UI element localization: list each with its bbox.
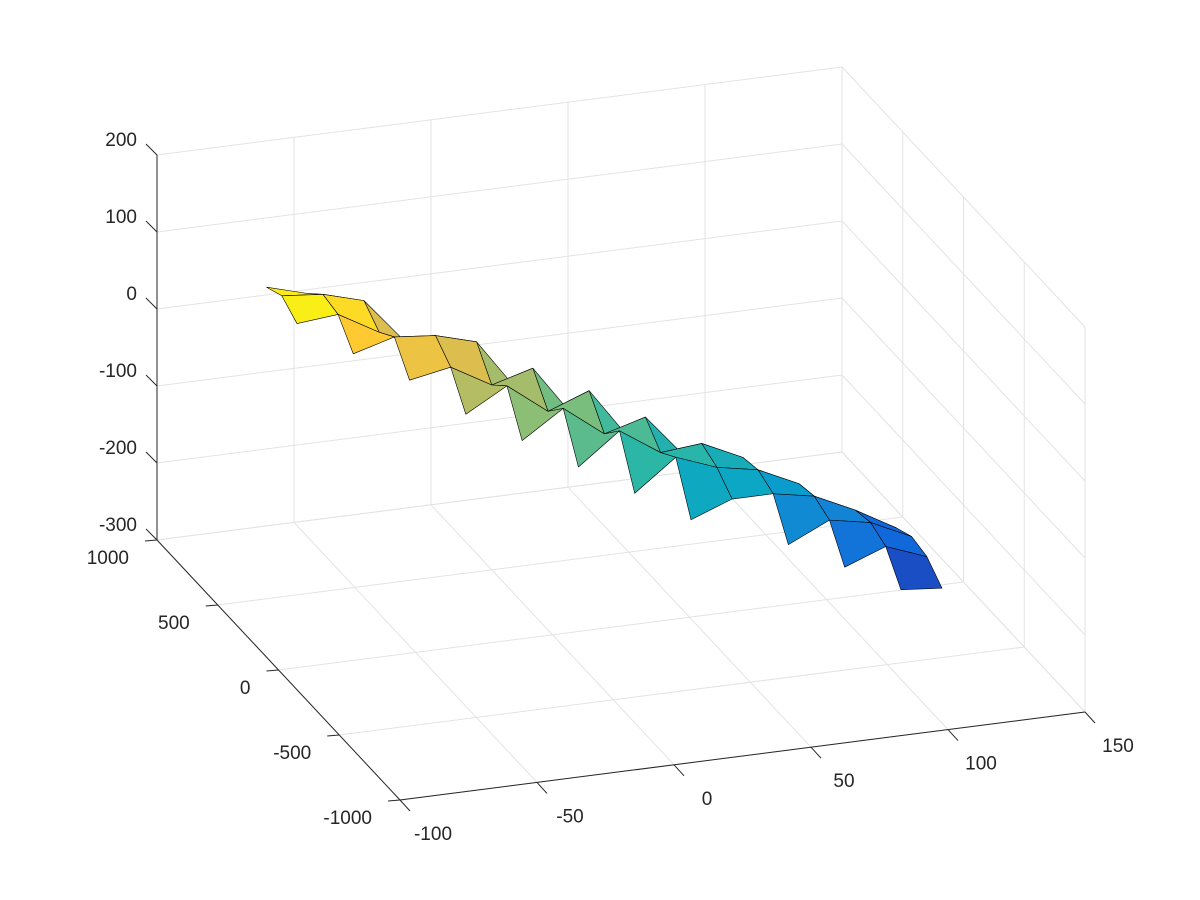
y-tick: [205, 604, 218, 607]
z-tick: [145, 528, 158, 541]
x-tick: [810, 746, 822, 759]
y-tick-label: -500: [273, 743, 311, 764]
axes-layer: -100-50050100150-1000-50005001000-300-20…: [87, 130, 1134, 845]
surface-face: [394, 335, 451, 381]
y-tick-label: 0: [240, 678, 251, 699]
z-tick-label: -300: [99, 515, 137, 536]
side-wall-grid-line: [841, 220, 1086, 482]
y-tick: [387, 799, 401, 802]
back-wall-grid-line: [156, 374, 843, 464]
y-tick-label: 500: [158, 613, 190, 634]
z-tick: [145, 374, 158, 387]
x-tick: [536, 782, 548, 794]
surface-layer: [266, 286, 943, 590]
x-axis-line: [399, 711, 1086, 801]
side-wall-grid-line: [841, 374, 1086, 636]
surface-face: [885, 546, 943, 590]
side-wall-grid-line: [841, 297, 1086, 559]
x-tick: [399, 799, 411, 812]
x-tick-label: -100: [414, 824, 452, 845]
back-wall-grid-line: [156, 297, 843, 387]
back-wall-grid-line: [156, 220, 843, 310]
y-tick-label: -1000: [323, 808, 372, 829]
z-tick-label: -100: [99, 361, 137, 382]
x-tick: [947, 729, 959, 741]
surface-face: [619, 430, 677, 494]
z-tick-label: 200: [105, 130, 137, 151]
z-tick: [145, 451, 158, 464]
z-tick: [145, 220, 158, 233]
surface-face: [829, 519, 887, 568]
floor-grid-line: [278, 581, 964, 671]
y-tick: [266, 669, 279, 672]
z-tick-label: -200: [99, 438, 137, 459]
side-wall-grid-line: [841, 451, 1086, 713]
z-tick: [145, 143, 158, 156]
surface-face: [337, 314, 395, 355]
x-tick-label: 0: [702, 789, 713, 810]
surface-face: [281, 294, 339, 324]
surface-face: [506, 385, 564, 441]
surface-face: [450, 366, 508, 415]
y-tick-label: 1000: [87, 548, 129, 569]
back-wall-grid-line: [156, 143, 843, 233]
back-wall-grid-line: [156, 66, 843, 156]
x-tick-label: 100: [965, 754, 997, 775]
surface-face: [675, 456, 733, 521]
x-tick-label: 50: [833, 771, 854, 792]
y-tick: [327, 734, 340, 737]
x-tick-label: -50: [556, 806, 583, 827]
z-tick-label: 100: [105, 207, 137, 228]
side-wall-grid-line: [841, 143, 1086, 405]
x-tick-label: 150: [1102, 736, 1134, 757]
side-wall-grid-line: [841, 66, 1086, 328]
z-tick-label: 0: [126, 284, 137, 305]
surface-face: [772, 493, 830, 545]
y-tick: [144, 539, 158, 542]
z-tick: [145, 297, 158, 310]
surface-face: [562, 408, 620, 468]
floor-grid-line: [339, 646, 1025, 736]
x-tick: [673, 764, 685, 777]
x-tick: [1084, 711, 1096, 724]
